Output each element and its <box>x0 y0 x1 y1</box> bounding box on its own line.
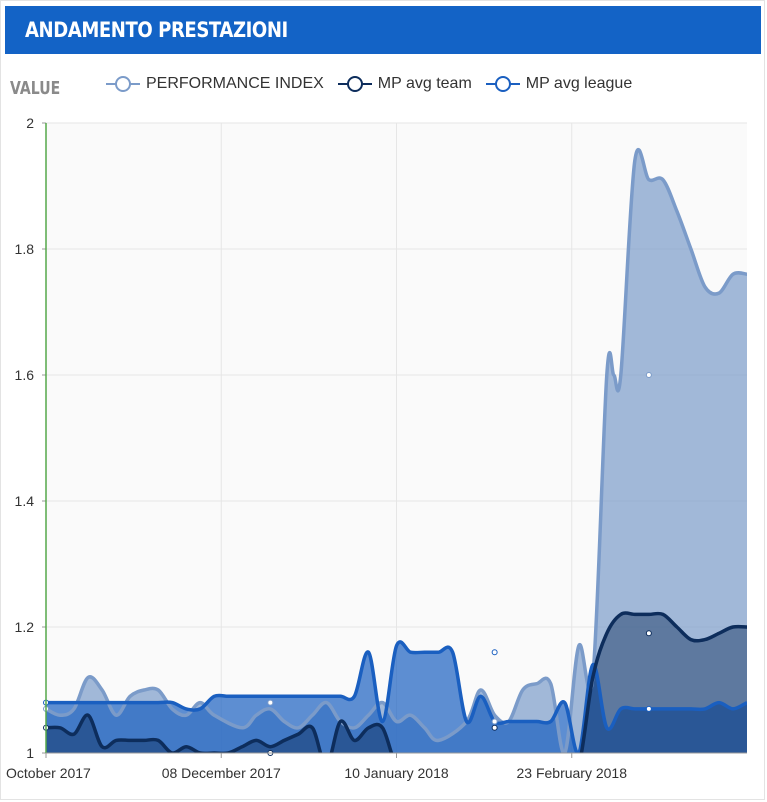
axes: 1 1.2 1.4 1.6 1.8 2 October 2017 08 December 20… <box>6 115 747 781</box>
legend-swatch-icon <box>485 76 520 92</box>
legend-label: PERFORMANCE INDEX <box>146 75 324 92</box>
x-tick-label: 08 December 2017 <box>162 765 281 781</box>
data-point <box>491 724 498 731</box>
x-tick-label: 10 January 2018 <box>344 765 449 781</box>
legend-item-mp-avg-team[interactable]: MP avg team <box>337 74 472 94</box>
y-tick-label: 1.6 <box>15 367 35 383</box>
y-tick-label: 1.8 <box>15 241 35 257</box>
y-tick-label: 1 <box>26 745 34 761</box>
x-tick-label: October 2017 <box>6 765 91 781</box>
y-tick-label: 1.2 <box>15 619 35 635</box>
legend-label: MP avg team <box>377 75 472 92</box>
panel-header: ANDAMENTO PRESTAZIONI <box>5 6 761 54</box>
series-area <box>46 149 747 753</box>
data-point <box>645 705 652 712</box>
data-point <box>491 649 498 656</box>
legend-swatch-icon <box>337 76 372 92</box>
legend-label: MP avg league <box>525 75 633 92</box>
panel-title: ANDAMENTO PRESTAZIONI <box>25 18 288 42</box>
series-line <box>46 148 747 753</box>
legend-swatch-icon <box>106 76 140 92</box>
y-tick-label: 1.4 <box>15 493 35 509</box>
x-tick-label: 23 February 2018 <box>516 765 627 781</box>
data-point <box>491 718 498 725</box>
chart-legend: PERFORMANCE INDEX MP avg team MP avg lea… <box>106 72 646 96</box>
data-point <box>267 699 274 706</box>
legend-item-mp-avg-league[interactable]: MP avg league <box>485 74 633 94</box>
series-area <box>46 641 747 753</box>
series-line <box>46 640 747 753</box>
y-tick-label: 2 <box>26 115 34 131</box>
y-axis-label: VALUE <box>10 78 61 99</box>
data-point <box>645 630 652 637</box>
legend-item-performance-index[interactable]: PERFORMANCE INDEX <box>106 74 324 94</box>
data-point <box>645 372 652 378</box>
